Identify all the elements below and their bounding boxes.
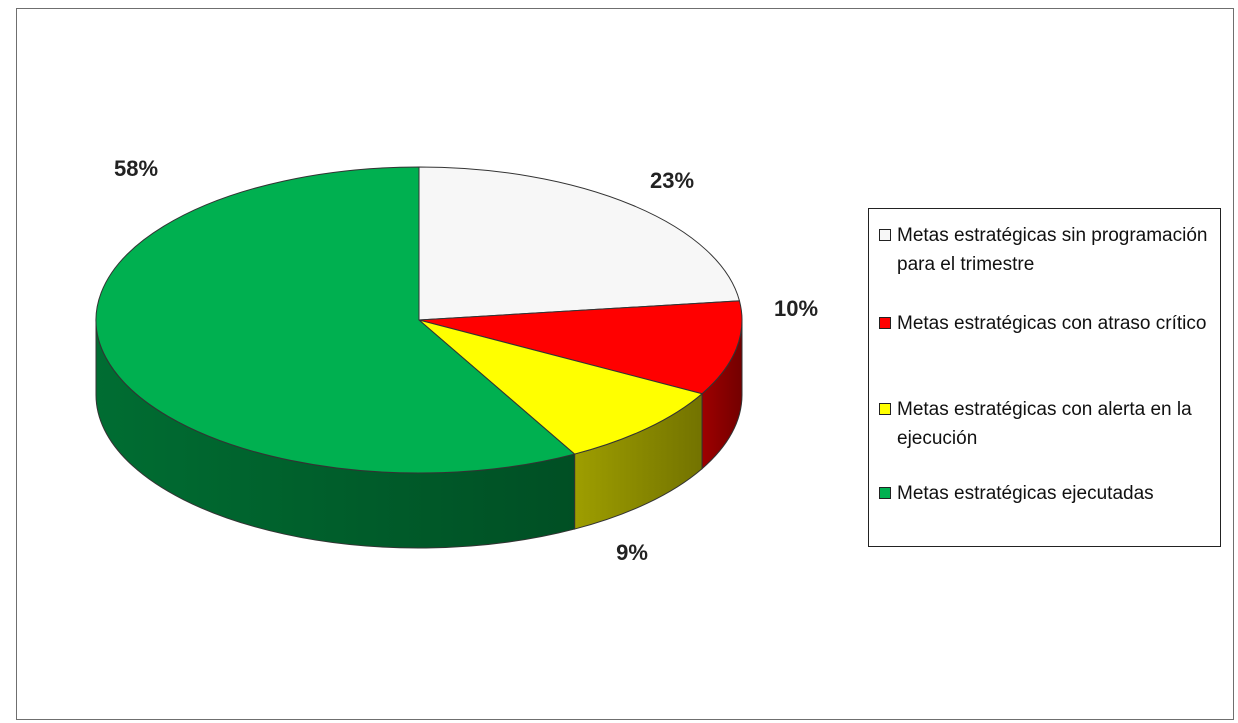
pie-tops: [95, 166, 743, 474]
legend-swatch: [879, 229, 891, 241]
legend-item-ejecutadas: Metas estratégicas ejecutadas: [879, 479, 1209, 508]
pie-sides: [95, 319, 743, 549]
legend-item-atraso-critico: Metas estratégicas con atraso crítico: [879, 309, 1209, 338]
legend: Metas estratégicas sin programación para…: [868, 208, 1221, 547]
legend-label: Metas estratégicas con alerta en la ejec…: [897, 399, 1192, 449]
data-label-slice-3: 58%: [114, 156, 158, 181]
data-label-slice-2: 9%: [616, 540, 648, 565]
data-label-slice-1: 10%: [774, 296, 818, 321]
data-label-slice-0: 23%: [650, 168, 694, 193]
legend-swatch: [879, 487, 891, 499]
legend-swatch: [879, 403, 891, 415]
legend-label: Metas estratégicas con atraso crítico: [897, 313, 1207, 334]
pie-slice-3: [95, 166, 576, 474]
pie-slice-1: [418, 300, 743, 395]
pie-slice-0: [418, 166, 741, 321]
legend-item-alerta-ejecucion: Metas estratégicas con alerta en la ejec…: [879, 395, 1209, 453]
legend-swatch: [879, 317, 891, 329]
legend-label: Metas estratégicas ejecutadas: [897, 483, 1154, 504]
legend-item-sin-programacion: Metas estratégicas sin programación para…: [879, 221, 1209, 279]
legend-label: Metas estratégicas sin programación para…: [897, 225, 1208, 275]
pie-slice-2: [418, 319, 704, 455]
pie-data-labels: 23% 10% 9% 58%: [114, 156, 818, 565]
